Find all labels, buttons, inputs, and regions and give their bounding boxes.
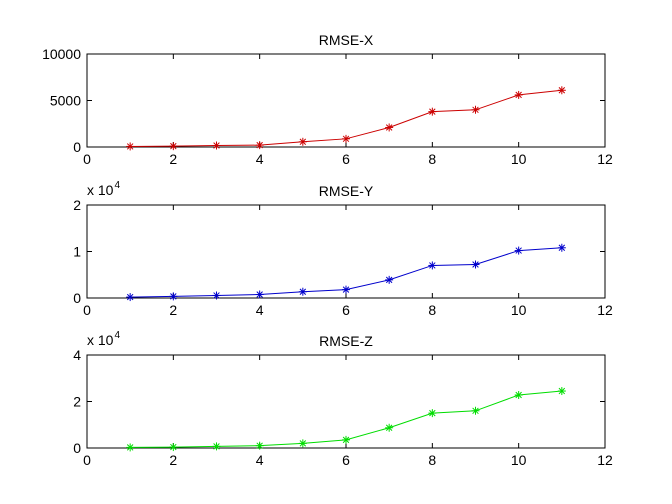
- x-tick-label: 10: [511, 452, 527, 468]
- data-point-marker: [428, 261, 437, 270]
- x-tick-label: 8: [428, 302, 436, 318]
- x-tick-label: 12: [597, 302, 613, 318]
- chart-title: RMSE-Z: [319, 333, 373, 349]
- y-tick-label: 1: [73, 244, 81, 260]
- subplot-rmse-x: RMSE-X 0 2 4 6 8 10 12 0 5000 10000: [42, 32, 613, 167]
- y-tick-label: 0: [73, 290, 81, 306]
- data-point-marker: [255, 141, 264, 150]
- x-tick-label: 12: [597, 452, 613, 468]
- data-point-marker: [385, 423, 394, 432]
- data-point-marker: [212, 141, 221, 150]
- data-point-marker: [342, 435, 350, 444]
- data-point-marker: [126, 443, 135, 452]
- plot-area: [86, 204, 606, 299]
- x-tick-label: 10: [511, 302, 527, 318]
- data-point-marker: [126, 293, 135, 302]
- data-point-marker: [385, 275, 394, 284]
- data-point-marker: [212, 442, 221, 451]
- y-exponent-base: x 10: [87, 332, 114, 348]
- data-point-marker: [342, 285, 350, 294]
- data-point-marker: [169, 443, 178, 452]
- x-tick-label: 12: [597, 151, 613, 167]
- x-tick-label: 2: [169, 452, 177, 468]
- y-tick-label: 2: [73, 394, 81, 410]
- x-tick-label: 2: [169, 302, 177, 318]
- y-tick-label: 0: [73, 139, 81, 155]
- data-point-marker: [169, 142, 178, 151]
- y-exponent-power: 4: [114, 180, 120, 191]
- x-tick-label: 4: [256, 302, 264, 318]
- x-tick-label: 0: [83, 302, 91, 318]
- data-point-marker: [298, 137, 307, 146]
- x-tick-label: 8: [428, 151, 436, 167]
- data-point-marker: [298, 287, 307, 296]
- data-point-marker: [255, 441, 264, 450]
- x-tick-label: 0: [83, 452, 91, 468]
- chart-title: RMSE-Y: [319, 183, 374, 199]
- x-tick-label: 6: [342, 452, 350, 468]
- data-point-marker: [557, 387, 566, 396]
- y-tick-label: 5000: [50, 93, 81, 109]
- data-point-marker: [342, 134, 350, 143]
- y-exponent-label: x 104: [87, 180, 120, 198]
- data-point-marker: [471, 105, 480, 114]
- y-tick-label: 4: [73, 347, 81, 363]
- x-tick-label: 6: [342, 302, 350, 318]
- y-exponent-power: 4: [114, 330, 120, 341]
- y-exponent-label: x 104: [87, 330, 120, 348]
- y-exponent-base: x 10: [87, 182, 114, 198]
- x-tick-label: 8: [428, 452, 436, 468]
- data-point-marker: [428, 409, 437, 418]
- y-tick-label: 2: [73, 197, 81, 213]
- x-tick-label: 4: [256, 452, 264, 468]
- chart-title: RMSE-X: [319, 32, 374, 48]
- data-point-marker: [557, 243, 566, 252]
- x-tick-label: 2: [169, 151, 177, 167]
- data-point-marker: [255, 290, 264, 299]
- data-point-marker: [298, 439, 307, 448]
- data-point-marker: [471, 260, 480, 269]
- y-tick-label: 0: [73, 440, 81, 456]
- data-point-marker: [385, 123, 394, 132]
- data-point-marker: [169, 292, 178, 301]
- data-point-marker: [557, 86, 566, 95]
- x-tick-label: 0: [83, 151, 91, 167]
- x-tick-label: 6: [342, 151, 350, 167]
- data-point-marker: [514, 390, 523, 399]
- y-tick-label: 10000: [42, 46, 81, 62]
- data-point-marker: [126, 142, 135, 151]
- data-point-marker: [514, 246, 523, 255]
- data-point-marker: [428, 107, 437, 116]
- plot-area: [86, 354, 606, 449]
- data-point-marker: [514, 90, 523, 99]
- plot-area: [86, 53, 606, 148]
- x-tick-label: 10: [511, 151, 527, 167]
- x-tick-label: 4: [256, 151, 264, 167]
- data-point-marker: [471, 406, 480, 415]
- data-point-marker: [212, 291, 221, 300]
